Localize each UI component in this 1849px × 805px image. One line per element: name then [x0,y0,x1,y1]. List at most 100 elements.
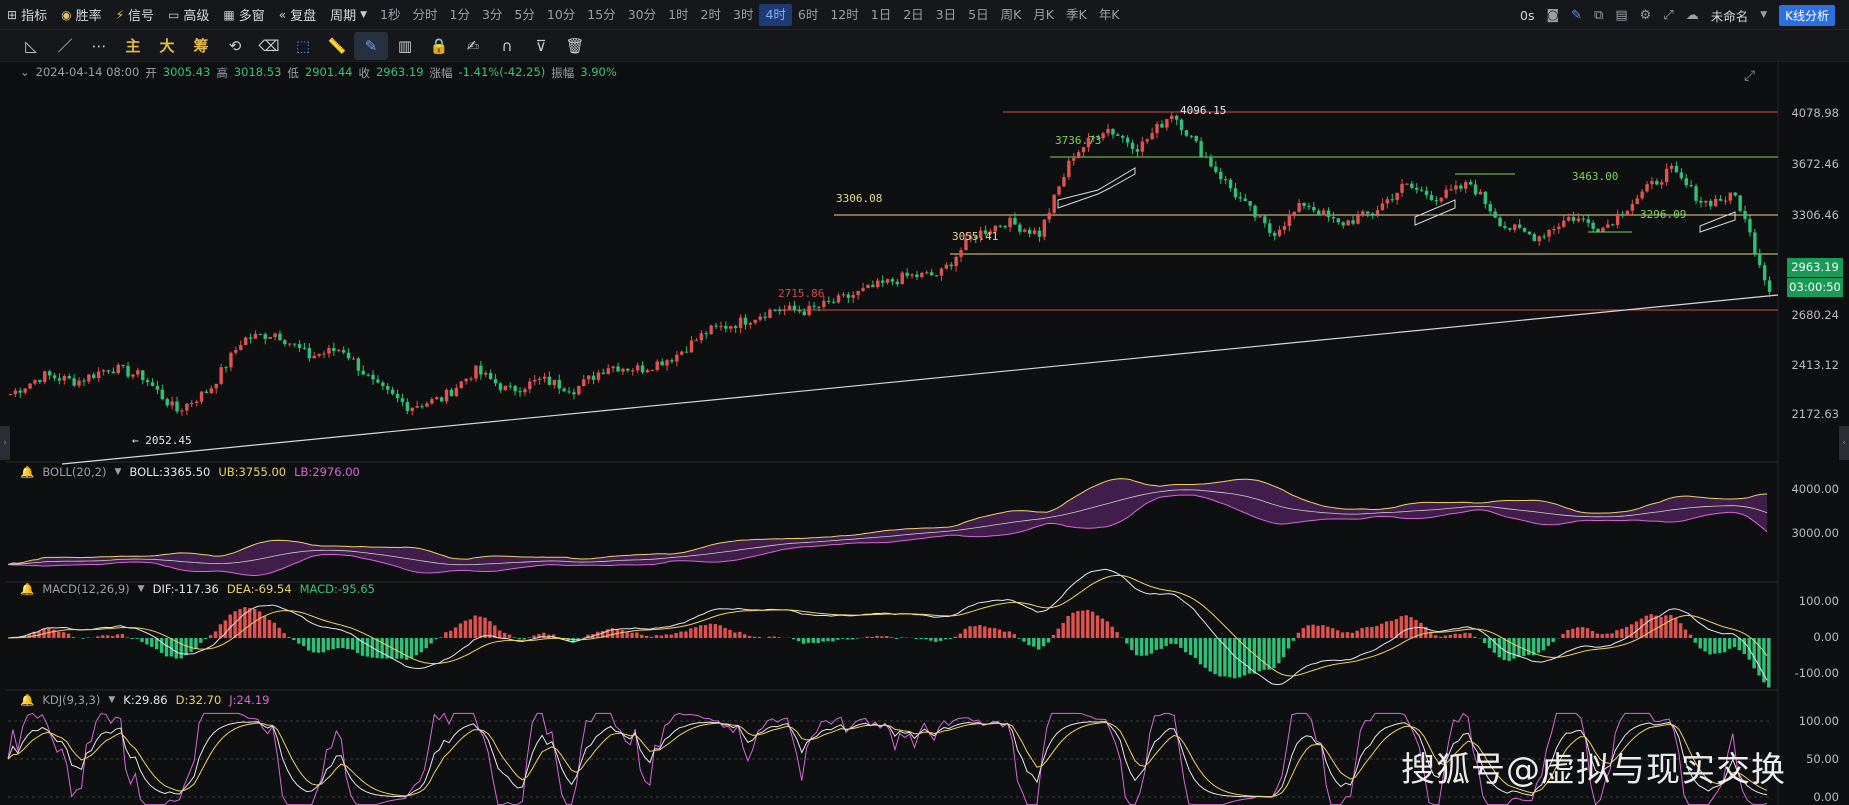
candle-body [1552,228,1556,231]
ruler-icon[interactable]: 📏 [327,36,347,55]
period-30分[interactable]: 30分 [627,6,657,22]
macd-bar [1159,638,1163,649]
menu-indicator[interactable]: ⊞ 指标 [7,7,48,25]
bell-icon[interactable]: 🔔 [20,582,35,596]
chip-button[interactable]: 筹 [193,37,209,55]
candle-body [376,379,380,383]
eraser-icon[interactable]: ⌫ [258,36,280,55]
period-季K[interactable]: 季K [1065,6,1087,22]
fullscreen-icon[interactable]: ⤢ [1663,7,1674,23]
period-1分[interactable]: 1分 [449,6,470,22]
bell-icon[interactable]: 🔔 [20,465,35,479]
candle-body [204,391,209,394]
macd-bar [1331,628,1335,638]
period-6时[interactable]: 6时 [797,6,819,22]
candle-body [356,358,361,371]
trash-icon[interactable]: 🗑 [565,36,585,55]
chevron-down-icon[interactable]: ▼ [108,695,116,705]
expand-icon[interactable]: ⤢ [1744,68,1756,84]
macd-bar [816,638,820,644]
period-5日[interactable]: 5日 [968,6,989,22]
period-1时[interactable]: 1时 [668,6,689,22]
macd-bar [1536,638,1541,653]
macd-bar [1546,638,1551,646]
ray-tool-icon[interactable]: ／ [57,37,73,55]
macd-bar [968,626,972,638]
kline-analysis-button[interactable]: K线分析 [1779,4,1835,26]
period-月K[interactable]: 月K [1033,6,1054,22]
period-15分[interactable]: 15分 [587,6,616,22]
period-1日[interactable]: 1日 [870,6,892,22]
candle-body [846,294,851,298]
candle-body [841,294,846,296]
period-3时[interactable]: 3时 [733,6,754,22]
settings-icon[interactable]: ⚙ [1639,7,1652,23]
multi-window-icon: ▦ [223,7,235,22]
period-10分[interactable]: 10分 [546,6,576,22]
menu-period[interactable]: 周期 ▼ [330,9,368,24]
chevron-down-icon[interactable]: ▼ [114,467,122,477]
period-1秒[interactable]: 1秒 [380,6,401,22]
filter-icon[interactable]: ⊽ [535,36,547,55]
chevron-down-icon[interactable]: ▼ [137,584,145,594]
magnet-icon[interactable]: ∩ [501,36,513,55]
edit-icon[interactable]: ✎ [1571,7,1583,23]
candle-body [1047,212,1051,220]
line-tool-icon[interactable]: ◺ [25,36,37,55]
macd-dea-line [7,574,1768,677]
candle-body [454,387,459,397]
period-2日[interactable]: 2日 [903,6,924,22]
macd-bar [238,609,242,638]
macd-bar [703,625,708,638]
pen-icon[interactable]: ✎ [354,31,388,60]
period-12时[interactable]: 12时 [830,6,859,22]
period-3日[interactable]: 3日 [935,6,957,22]
more-tools-icon[interactable]: ⋯ [91,36,107,55]
lock-icon[interactable]: 🔒 [429,36,449,55]
macd-bar [924,638,928,640]
candle-body [1493,211,1497,218]
right-collapse-handle[interactable]: ‹ [1839,426,1849,460]
candle-body [640,365,645,373]
period-2时[interactable]: 2时 [700,6,721,22]
candle-body [8,394,13,396]
rotate-icon[interactable]: ⟲ [228,36,242,55]
select-icon[interactable]: ⬚ [295,36,311,55]
macd-bar [404,638,409,660]
menu-advanced[interactable]: ▭ 高级 [168,7,210,25]
macd-bar [336,638,340,649]
menu-signal[interactable]: ⚡ 信号 [115,7,155,25]
macd-bar [223,620,228,638]
period-分时[interactable]: 分时 [412,6,438,22]
camera-icon[interactable]: ◙ [1546,7,1560,23]
menu-multi-window[interactable]: ▦ 多窗 [223,7,265,25]
bell-icon[interactable]: 🔔 [20,693,35,707]
candle-body [1557,226,1561,229]
macd-bar [257,611,262,638]
menu-replay[interactable]: «复盘 [278,7,317,25]
period-5分[interactable]: 5分 [514,6,535,22]
layout-name[interactable]: 未命名 [1710,8,1749,24]
period-年K[interactable]: 年K [1098,6,1120,22]
large-order-button[interactable]: 大 [159,37,175,55]
candle-body [258,333,263,335]
macd-bar [1531,638,1536,656]
collapse-icon[interactable]: ⌄ [20,65,30,79]
candle-body [1233,188,1238,198]
note-icon[interactable]: ✍ [466,36,480,55]
cloud-icon[interactable]: ☁ [1685,7,1699,23]
candle-body [763,316,767,318]
period-周K[interactable]: 周K [1000,6,1022,22]
menu-win-rate[interactable]: ◉ 胜率 [61,7,102,25]
candle-icon[interactable]: ▥ [397,36,413,55]
chevron-down-icon[interactable]: ▼ [1760,10,1768,20]
period-4时[interactable]: 4时 [759,3,792,26]
macd-bar [164,638,169,657]
left-collapse-handle[interactable]: › [0,426,10,460]
save-icon[interactable]: ▤ [1615,7,1628,23]
period-3分[interactable]: 3分 [481,6,503,22]
candle-body [351,358,356,360]
main-indicator-button[interactable]: 主 [125,37,141,55]
popout-icon[interactable]: ⧉ [1594,7,1604,23]
